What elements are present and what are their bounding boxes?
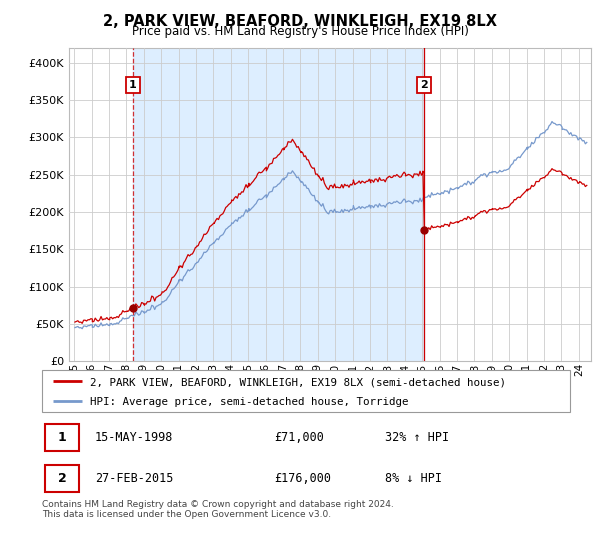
Text: 1: 1 bbox=[58, 431, 67, 444]
Text: 1: 1 bbox=[129, 80, 137, 90]
Text: 2: 2 bbox=[421, 80, 428, 90]
Text: 15-MAY-1998: 15-MAY-1998 bbox=[95, 431, 173, 444]
FancyBboxPatch shape bbox=[42, 370, 570, 412]
Text: 2, PARK VIEW, BEAFORD, WINKLEIGH, EX19 8LX (semi-detached house): 2, PARK VIEW, BEAFORD, WINKLEIGH, EX19 8… bbox=[89, 377, 506, 387]
Bar bbox=[133, 48, 424, 361]
Text: 8% ↓ HPI: 8% ↓ HPI bbox=[385, 472, 442, 485]
Text: 2: 2 bbox=[58, 472, 67, 485]
FancyBboxPatch shape bbox=[44, 424, 79, 451]
Text: £176,000: £176,000 bbox=[274, 472, 331, 485]
Text: Price paid vs. HM Land Registry's House Price Index (HPI): Price paid vs. HM Land Registry's House … bbox=[131, 25, 469, 38]
Text: 27-FEB-2015: 27-FEB-2015 bbox=[95, 472, 173, 485]
FancyBboxPatch shape bbox=[44, 465, 79, 492]
Text: £71,000: £71,000 bbox=[274, 431, 324, 444]
Text: 32% ↑ HPI: 32% ↑ HPI bbox=[385, 431, 449, 444]
Text: Contains HM Land Registry data © Crown copyright and database right 2024.
This d: Contains HM Land Registry data © Crown c… bbox=[42, 500, 394, 519]
Text: HPI: Average price, semi-detached house, Torridge: HPI: Average price, semi-detached house,… bbox=[89, 398, 408, 407]
Text: 2, PARK VIEW, BEAFORD, WINKLEIGH, EX19 8LX: 2, PARK VIEW, BEAFORD, WINKLEIGH, EX19 8… bbox=[103, 14, 497, 29]
